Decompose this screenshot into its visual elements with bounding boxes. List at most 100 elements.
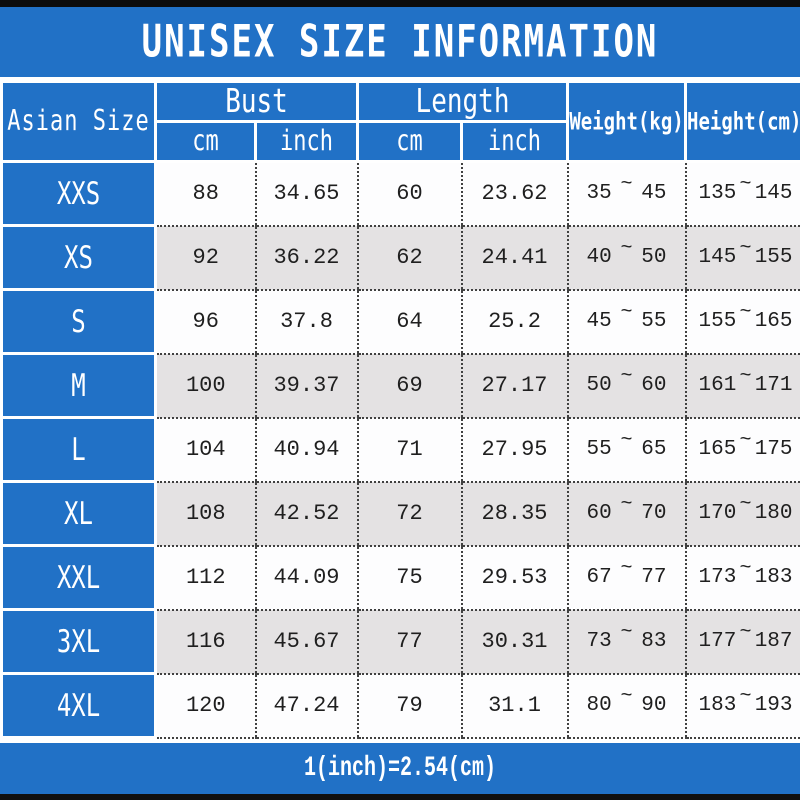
length-cm-cell: 79 bbox=[356, 672, 462, 739]
header-row-units: cm inch cm inch bbox=[2, 120, 800, 163]
size-label-cell: XL bbox=[0, 480, 157, 547]
corner-header-asian-size: Asian Size bbox=[0, 80, 157, 163]
table-row: L 104 40.94 71 27.95 55 ~65 165 ~175 bbox=[0, 416, 800, 483]
height-min: 165 bbox=[698, 438, 737, 461]
bust-cm-cell: 116 bbox=[155, 608, 256, 675]
range-separator: ~ bbox=[739, 685, 752, 708]
length-cm-cell: 69 bbox=[356, 352, 462, 419]
bottom-border-bar bbox=[0, 794, 800, 800]
length-inch-header: inch bbox=[459, 120, 570, 163]
weight-range-cell: 67 ~77 bbox=[566, 544, 686, 611]
weight-range-cell: 45 ~55 bbox=[566, 288, 686, 355]
range-separator: ~ bbox=[620, 493, 633, 516]
height-range-cell: 183 ~193 bbox=[684, 672, 800, 739]
bust-cm-cell: 120 bbox=[155, 672, 256, 739]
length-inch-cell: 24.41 bbox=[460, 224, 568, 291]
length-cm-cell: 64 bbox=[356, 288, 462, 355]
height-range-cell: 161 ~171 bbox=[684, 352, 800, 419]
weight-max: 70 bbox=[641, 502, 667, 525]
page-title: UNISEX SIZE INFORMATION bbox=[141, 15, 659, 69]
length-inch-cell: 27.95 bbox=[460, 416, 568, 483]
length-cm-cell: 62 bbox=[356, 224, 462, 291]
weight-min: 35 bbox=[586, 182, 612, 206]
bust-inch-cell: 39.37 bbox=[254, 352, 358, 419]
banner-divider bbox=[0, 77, 800, 80]
size-label-cell: XS bbox=[0, 224, 157, 291]
size-label-cell: L bbox=[0, 416, 157, 483]
range-separator: ~ bbox=[739, 237, 752, 260]
table-row: XS 92 36.22 62 24.41 40 ~50 145 ~155 bbox=[0, 224, 800, 291]
range-separator: ~ bbox=[739, 365, 752, 388]
range-separator: ~ bbox=[620, 301, 633, 324]
header-row-groups: Asian Size Bust Length Weight(kg) Height… bbox=[0, 80, 800, 163]
range-separator: ~ bbox=[620, 237, 633, 260]
bust-inch-cell: 36.22 bbox=[254, 224, 358, 291]
range-separator: ~ bbox=[620, 365, 633, 388]
height-header: Height(cm) bbox=[684, 80, 800, 163]
size-table: Asian Size Bust Length Weight(kg) Height… bbox=[0, 80, 800, 739]
length-cm-cell: 71 bbox=[356, 416, 462, 483]
weight-range-cell: 60 ~70 bbox=[566, 480, 686, 547]
size-label-cell: M bbox=[0, 352, 157, 419]
bust-cm-cell: 108 bbox=[155, 480, 256, 547]
bust-cm-cell: 92 bbox=[155, 224, 256, 291]
table-row: S 96 37.8 64 25.2 45 ~55 155 ~165 bbox=[0, 288, 800, 355]
length-inch-cell: 29.53 bbox=[460, 544, 568, 611]
height-max: 171 bbox=[754, 374, 793, 397]
height-range-cell: 155 ~165 bbox=[684, 288, 800, 355]
range-separator: ~ bbox=[620, 173, 633, 197]
length-cm-header: cm bbox=[356, 120, 463, 163]
table-header: Asian Size Bust Length Weight(kg) Height… bbox=[0, 80, 800, 163]
weight-min: 80 bbox=[586, 694, 612, 717]
weight-range-cell: 80 ~90 bbox=[566, 672, 686, 739]
weight-header: Weight(kg) bbox=[566, 80, 688, 163]
size-label-cell: XXS bbox=[0, 160, 157, 227]
table-row: XXS 88 34.65 60 23.62 35 ~45 135 ~145 bbox=[0, 160, 800, 227]
size-label-cell: S bbox=[0, 288, 157, 355]
height-min: 170 bbox=[698, 502, 737, 525]
weight-min: 40 bbox=[586, 246, 612, 269]
height-max: 175 bbox=[754, 438, 793, 461]
weight-range-cell: 55 ~65 bbox=[566, 416, 686, 483]
length-inch-cell: 23.62 bbox=[460, 160, 568, 227]
weight-range-cell: 73 ~83 bbox=[566, 608, 686, 675]
weight-max: 50 bbox=[641, 246, 667, 269]
range-separator: ~ bbox=[620, 557, 633, 580]
length-cm-cell: 72 bbox=[356, 480, 462, 547]
table-row: M 100 39.37 69 27.17 50 ~60 161 ~171 bbox=[0, 352, 800, 419]
weight-max: 60 bbox=[641, 374, 667, 397]
height-range-cell: 177 ~187 bbox=[684, 608, 800, 675]
table-row: XL 108 42.52 72 28.35 60 ~70 170 ~180 bbox=[0, 480, 800, 547]
bust-cm-cell: 96 bbox=[155, 288, 256, 355]
length-cm-cell: 77 bbox=[356, 608, 462, 675]
height-range-cell: 145 ~155 bbox=[684, 224, 800, 291]
table-row: XXL 112 44.09 75 29.53 67 ~77 173 ~183 bbox=[0, 544, 800, 611]
weight-range-cell: 40 ~50 bbox=[566, 224, 686, 291]
bust-group-header: Bust bbox=[154, 80, 359, 123]
weight-max: 65 bbox=[641, 438, 667, 461]
range-separator: ~ bbox=[739, 173, 752, 197]
height-min: 177 bbox=[698, 630, 737, 653]
height-min: 183 bbox=[698, 694, 737, 717]
bust-cm-cell: 112 bbox=[155, 544, 256, 611]
weight-max: 45 bbox=[641, 182, 667, 206]
inch-conversion-note: 1(inch)=2.54(cm) bbox=[303, 752, 497, 785]
weight-min: 73 bbox=[586, 630, 612, 653]
height-range-cell: 165 ~175 bbox=[684, 416, 800, 483]
bust-inch-cell: 37.8 bbox=[254, 288, 358, 355]
height-min: 155 bbox=[698, 310, 737, 333]
length-group-header: Length bbox=[355, 80, 570, 123]
title-banner: UNISEX SIZE INFORMATION bbox=[0, 7, 800, 77]
bust-inch-cell: 44.09 bbox=[254, 544, 358, 611]
weight-range-cell: 35 ~45 bbox=[566, 160, 686, 227]
weight-min: 55 bbox=[586, 438, 612, 461]
height-max: 155 bbox=[754, 246, 793, 269]
table-body: XXS 88 34.65 60 23.62 35 ~45 135 ~145 XS 9… bbox=[0, 160, 800, 739]
range-separator: ~ bbox=[739, 301, 752, 324]
length-inch-cell: 30.31 bbox=[460, 608, 568, 675]
bust-inch-cell: 45.67 bbox=[254, 608, 358, 675]
bust-inch-cell: 42.52 bbox=[254, 480, 358, 547]
weight-max: 90 bbox=[641, 694, 667, 717]
height-max: 187 bbox=[754, 630, 793, 653]
size-label-cell: 4XL bbox=[0, 672, 157, 739]
